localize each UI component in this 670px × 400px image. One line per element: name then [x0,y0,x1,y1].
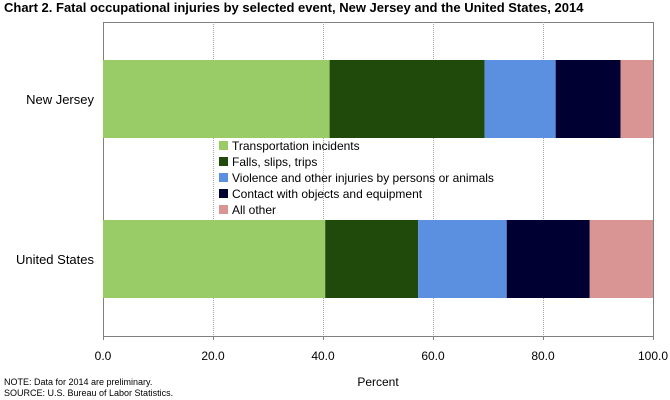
x-tick-label: 20.0 [201,349,225,363]
x-tick-label: 80.0 [531,349,555,363]
legend: Transportation incidents Falls, slips, tr… [219,139,494,217]
bar-segment [589,220,653,298]
bar-segment [418,220,507,298]
bar-segment [484,60,556,138]
x-tick-label: 60.0 [421,349,445,363]
y-category-label: New Jersey [26,92,94,107]
source-text: SOURCE: U.S. Bureau of Labor Statistics. [4,388,174,398]
x-tick-label: 100.0 [638,349,668,363]
bar-segment [555,60,621,138]
x-tick-label: 0.0 [95,349,112,363]
legend-label: Violence and other injuries by persons o… [232,171,494,185]
legend-label: All other [232,203,276,217]
plot-area [103,22,654,337]
bar-segment [103,60,330,138]
legend-label: Falls, slips, trips [232,155,317,169]
legend-label: Transportation incidents [232,139,360,153]
bar-segment [620,60,653,138]
x-tick-label: 40.0 [311,349,335,363]
legend-swatch [219,157,228,166]
legend-swatch [219,173,228,182]
bar-segment [329,60,485,138]
y-category-label: United States [16,252,95,267]
bar-segment [103,220,326,298]
x-axis-ticks: 0.0 20.0 40.0 60.0 80.0 100.0 [95,336,668,363]
bar-segment [325,220,419,298]
bars [103,60,653,298]
bar-segment [506,220,590,298]
y-axis-categories: New Jersey United States [16,92,95,267]
legend-swatch [219,205,228,214]
legend-swatch [219,189,228,198]
legend-swatch [219,141,228,150]
chart-title: Chart 2. Fatal occupational injuries by … [4,0,584,15]
note-text: NOTE: Data for 2014 are preliminary. [4,377,153,387]
x-axis-label: Percent [357,375,399,389]
legend-label: Contact with objects and equipment [232,187,423,201]
